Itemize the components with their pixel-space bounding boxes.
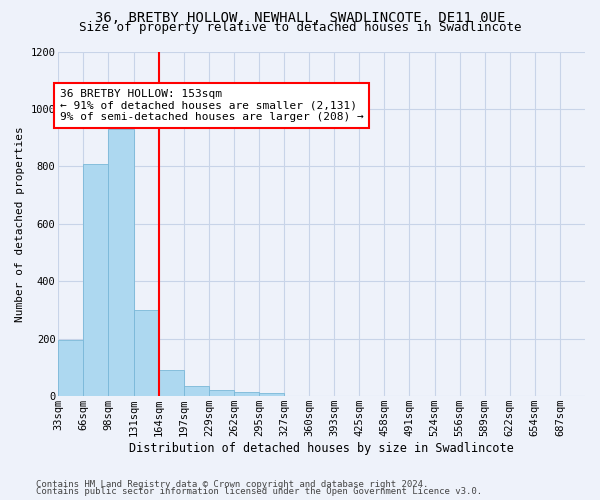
Bar — [83, 164, 109, 396]
Text: Contains public sector information licensed under the Open Government Licence v3: Contains public sector information licen… — [36, 488, 482, 496]
Y-axis label: Number of detached properties: Number of detached properties — [15, 126, 25, 322]
Text: Contains HM Land Registry data © Crown copyright and database right 2024.: Contains HM Land Registry data © Crown c… — [36, 480, 428, 489]
Bar — [134, 310, 158, 396]
Text: Size of property relative to detached houses in Swadlincote: Size of property relative to detached ho… — [79, 22, 521, 35]
Bar — [259, 394, 284, 396]
Text: 36 BRETBY HOLLOW: 153sqm
← 91% of detached houses are smaller (2,131)
9% of semi: 36 BRETBY HOLLOW: 153sqm ← 91% of detach… — [59, 89, 364, 122]
Bar — [58, 340, 83, 396]
Bar — [209, 390, 234, 396]
Bar — [109, 129, 134, 396]
Text: 36, BRETBY HOLLOW, NEWHALL, SWADLINCOTE, DE11 0UE: 36, BRETBY HOLLOW, NEWHALL, SWADLINCOTE,… — [95, 11, 505, 25]
Bar — [158, 370, 184, 396]
X-axis label: Distribution of detached houses by size in Swadlincote: Distribution of detached houses by size … — [129, 442, 514, 455]
Bar — [184, 386, 209, 396]
Bar — [234, 392, 259, 396]
